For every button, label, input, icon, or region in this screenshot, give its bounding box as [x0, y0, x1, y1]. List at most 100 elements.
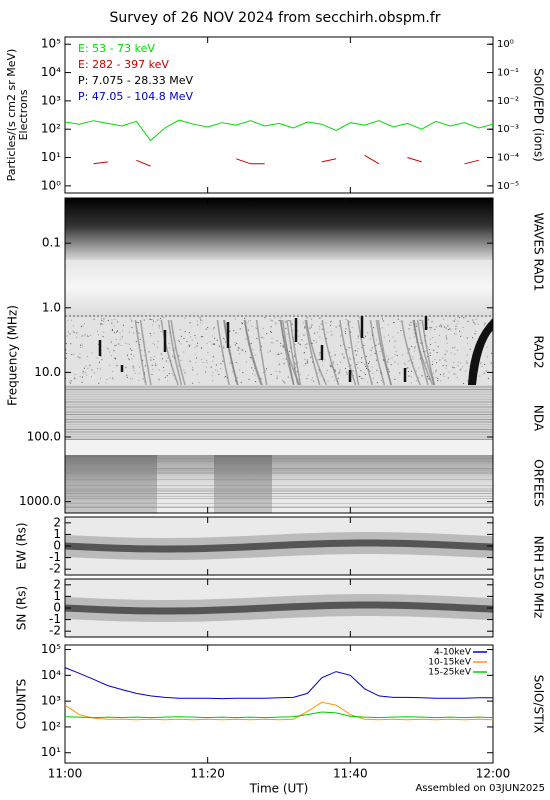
rad2-speckle [225, 323, 227, 325]
rad2-speckle [241, 322, 243, 324]
rad2-speckle [172, 355, 174, 357]
y2-tick-label: 10⁻² [497, 96, 519, 107]
rad2-speckle [84, 371, 86, 373]
rad2-speckle [410, 376, 412, 378]
rad2-speckle [186, 341, 188, 343]
rad2-speckle [304, 327, 306, 329]
y-tick-label: 10⁰ [41, 178, 61, 192]
rad2-speckle [330, 366, 332, 368]
rad2-speckle [200, 319, 202, 321]
rad2-speckle [429, 352, 431, 354]
rad2-speckle [101, 320, 103, 322]
rad2-speckle [239, 369, 241, 371]
rad2-speckle [158, 325, 160, 327]
rad2-speckle [457, 320, 459, 322]
rad2-speckle [228, 330, 230, 332]
rad2-speckle [327, 370, 329, 372]
rad2-speckle [103, 320, 105, 322]
rad2-speckle [454, 353, 456, 355]
rad2-speckle [397, 363, 399, 365]
rad2-speckle [278, 363, 280, 365]
rad2-speckle [90, 335, 92, 337]
rad2-speckle [371, 366, 373, 368]
rad2-speckle [225, 324, 227, 326]
rad2-speckle [393, 322, 395, 324]
rad2-speckle [112, 371, 114, 373]
rad2-speckle [69, 382, 71, 384]
rad2-speckle [87, 335, 89, 337]
y-tick-label: 0.1 [42, 236, 61, 250]
rad2-speckle [388, 371, 390, 373]
rad2-speckle [366, 367, 368, 369]
rad2-speckle [283, 346, 285, 348]
rad2-speckle [283, 363, 285, 365]
rad2-burst [401, 319, 421, 386]
legend-entry: E: 282 - 397 keV [78, 58, 169, 71]
rad2-speckle [363, 337, 365, 339]
rad2-speckle [109, 364, 111, 366]
rad2-speckle [413, 336, 415, 338]
rad2-speckle [410, 345, 412, 347]
rad2-speckle [276, 354, 278, 356]
rad2-speckle [102, 324, 104, 326]
rad2-speckle [412, 362, 414, 364]
y-tick-label: 2 [53, 577, 61, 591]
rad2-speckle [409, 337, 411, 339]
rad2-speckle [109, 377, 111, 379]
rad2-speckle [211, 375, 213, 377]
rad2-speckle [81, 381, 83, 383]
rad2-speckle [213, 343, 215, 345]
rad2-speckle [319, 328, 321, 330]
rad2-speckle [431, 361, 433, 363]
rad2-speckle [407, 371, 409, 373]
rad2-speckle [74, 373, 76, 375]
rad2-speckle [473, 321, 475, 323]
rad2-speckle [195, 337, 197, 339]
rad2-speckle [197, 342, 199, 344]
rad2-speckle [148, 318, 150, 320]
rad2-speckle [155, 364, 157, 366]
rad2-speckle [111, 355, 113, 357]
rad2-speckle [450, 329, 452, 331]
rad2-speckle [418, 377, 420, 379]
rad2-speckle [427, 376, 429, 378]
rad2-speckle [253, 370, 255, 372]
rad2-speckle [81, 343, 83, 345]
rad2-speckle [433, 377, 435, 379]
rad2-speckle [469, 348, 471, 350]
rad2-speckle [207, 327, 209, 329]
rad2-speckle [306, 317, 308, 319]
rad2-speckle [224, 376, 226, 378]
rad2-speckle [415, 323, 417, 325]
rad2-speckle [277, 352, 279, 354]
rad2-speckle [345, 333, 347, 335]
rad2-speckle [346, 371, 348, 373]
rad2-speckle [298, 335, 300, 337]
rad2-speckle [279, 317, 281, 319]
rad2-speckle [487, 377, 489, 379]
rad2-speckle [184, 372, 186, 374]
rad2-speckle [174, 378, 176, 380]
rad2-speckle [318, 354, 320, 356]
rad2-speckle [443, 326, 445, 328]
rad2-speckle [455, 373, 457, 375]
rad2-speckle [372, 373, 374, 375]
rad2-speckle [215, 369, 217, 371]
rad2-speckle [299, 373, 301, 375]
rad2-speckle [132, 378, 134, 380]
rad2-speckle [271, 320, 273, 322]
rad2-speckle [299, 344, 301, 346]
y-tick-label: 10² [41, 122, 61, 136]
rad2-speckle [356, 364, 358, 366]
rad2-speckle [207, 352, 209, 354]
rad2-speckle [69, 379, 71, 381]
rad2-speckle [152, 320, 154, 322]
rad2-speckle [245, 361, 247, 363]
rad2-speckle [190, 336, 192, 338]
rad2-speckle [303, 352, 305, 354]
rad2-speckle [440, 380, 442, 382]
rad2-speckle [367, 365, 369, 367]
rad2-speckle [132, 365, 134, 367]
rad2-speckle [76, 332, 78, 334]
